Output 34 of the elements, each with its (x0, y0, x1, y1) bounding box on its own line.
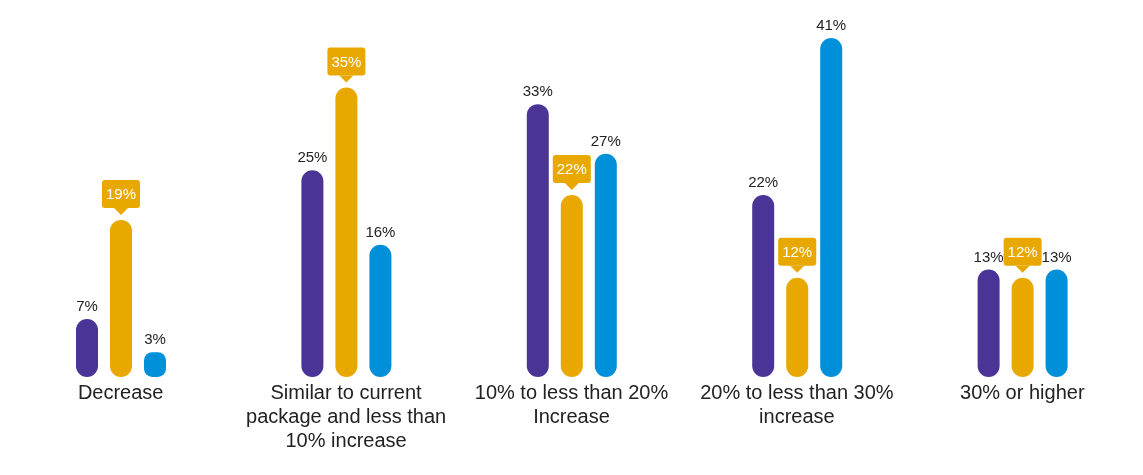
data-label: 12% (782, 242, 813, 260)
bar (76, 319, 98, 377)
data-label: 22% (556, 160, 587, 178)
data-label: 12% (1007, 242, 1038, 260)
data-label: 27% (590, 131, 621, 149)
bar (752, 195, 775, 377)
bar (1011, 277, 1034, 377)
bar (820, 38, 843, 377)
bar (786, 277, 809, 377)
bar (1045, 269, 1068, 377)
x-tick-label: Similar to current package and less than 10% increase (246, 381, 447, 451)
data-label: 25% (297, 148, 328, 166)
bar (594, 153, 617, 377)
data-label: 16% (365, 222, 396, 240)
bar (369, 244, 392, 377)
bar (977, 269, 1000, 377)
data-label: 3% (144, 330, 166, 348)
data-label: 7% (76, 297, 98, 315)
bar (560, 195, 583, 377)
x-tick-label: 20% to less than 30% increase (700, 381, 894, 427)
data-label: 19% (105, 184, 137, 202)
data-label: 41% (816, 16, 847, 33)
data-label: 22% (748, 173, 779, 191)
data-label: 13% (1041, 247, 1072, 265)
data-label: 35% (331, 52, 362, 70)
bar (110, 219, 132, 377)
data-label: 13% (973, 247, 1004, 265)
bar (526, 104, 549, 377)
x-tick-label: 30% or higher (960, 381, 1085, 403)
bar (335, 87, 358, 377)
x-tick-label: 10% to less than 20% Increase (474, 381, 669, 427)
x-tick-label: Decrease (77, 381, 164, 403)
bar (301, 170, 324, 377)
data-label: 33% (522, 82, 553, 100)
